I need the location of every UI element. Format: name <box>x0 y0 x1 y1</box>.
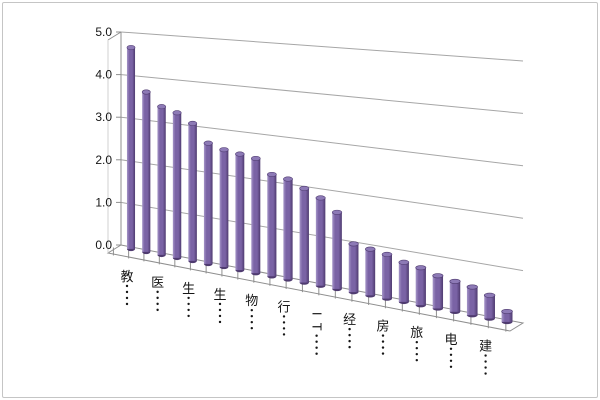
y-axis-label: 4.0 <box>95 68 112 82</box>
x-axis-label: 教 <box>120 269 134 306</box>
svg-text:经: 经 <box>343 312 356 327</box>
y-axis-label: 0.0 <box>95 238 112 252</box>
bar <box>501 309 513 325</box>
bar <box>126 45 136 252</box>
bar <box>266 171 277 279</box>
bar <box>188 120 198 264</box>
wall-top-edge <box>107 31 122 41</box>
bar <box>235 151 245 273</box>
bar <box>483 292 496 321</box>
svg-text:物: 物 <box>245 293 258 308</box>
bar <box>172 110 182 261</box>
y-axis-label: 1.0 <box>95 195 112 209</box>
bar <box>250 155 261 276</box>
y-axis-label: 2.0 <box>95 153 112 167</box>
svg-text:教: 教 <box>120 269 133 284</box>
x-axis-label: 物 <box>245 293 258 330</box>
bar <box>381 251 393 301</box>
gridline <box>120 159 524 219</box>
x-axis-label: 行 <box>277 299 291 336</box>
y-axis-label: 3.0 <box>95 110 112 124</box>
bar <box>398 259 410 305</box>
bar <box>283 176 293 282</box>
bar <box>365 246 376 298</box>
bar <box>299 185 310 285</box>
x-axis-label: IT <box>310 312 325 355</box>
x-axis-label: 生 <box>213 287 227 324</box>
bar <box>449 278 461 315</box>
x-axis-label: 医 <box>151 275 164 312</box>
bar-chart-canvas: 0.01.02.03.04.05.0教医生生物行 IT 经房旅电建 <box>95 25 525 375</box>
svg-text:I: I <box>310 312 325 316</box>
x-axis-label: 建 <box>479 339 492 375</box>
bar <box>415 265 427 308</box>
bar <box>219 147 229 270</box>
chart-floor <box>106 244 525 332</box>
gridline <box>120 116 524 167</box>
y-axis-label: 5.0 <box>95 25 112 39</box>
svg-text:生: 生 <box>213 287 226 302</box>
svg-text:电: 电 <box>444 332 457 347</box>
svg-text:旅: 旅 <box>410 325 423 340</box>
bar <box>348 241 359 295</box>
x-axis-label: 生 <box>182 281 195 318</box>
gridline <box>120 74 524 114</box>
svg-text:房: 房 <box>376 319 389 334</box>
x-axis-label: 旅 <box>410 325 423 362</box>
bar <box>331 209 343 292</box>
svg-text:建: 建 <box>479 339 492 354</box>
svg-text:T: T <box>310 323 325 331</box>
svg-text:生: 生 <box>182 281 195 296</box>
bar <box>432 273 444 311</box>
x-axis-label: 经 <box>343 312 356 349</box>
svg-text:医: 医 <box>151 275 164 290</box>
x-axis-label: 电 <box>444 332 458 369</box>
bar <box>466 284 478 318</box>
bar <box>157 104 167 258</box>
svg-text:行: 行 <box>277 299 290 314</box>
bar <box>203 140 213 267</box>
bar <box>315 195 326 288</box>
x-axis-label: 房 <box>376 319 390 355</box>
gridline <box>120 31 524 62</box>
bar <box>141 89 151 255</box>
